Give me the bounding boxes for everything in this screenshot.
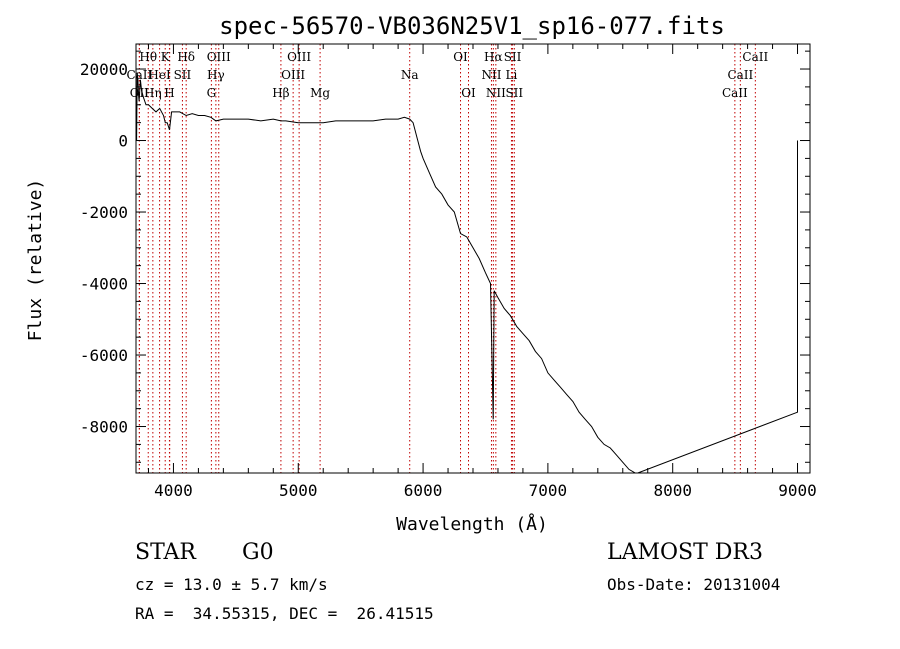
spectral-line-label: G: [207, 86, 217, 100]
spectral-line-label: K: [161, 50, 171, 64]
spectral-line-label: NII: [481, 68, 501, 82]
y-tick-label: -4000: [80, 275, 128, 294]
spectral-line-label: CaII: [742, 50, 768, 64]
y-tick-label: -6000: [80, 346, 128, 365]
spectral-line-label: Hδ: [177, 50, 195, 64]
spectral-line-label: CaII: [727, 68, 753, 82]
spectral-line-label: Li: [506, 68, 518, 82]
x-tick-label: 4000: [154, 481, 193, 500]
y-tick-label: -2000: [80, 203, 128, 222]
object-class: STAR: [135, 540, 196, 565]
spectral-line-label: Na: [401, 68, 419, 82]
spectral-line-label: SII: [505, 86, 523, 100]
y-axis-label: Flux (relative): [25, 179, 46, 342]
spectral-line-label: Mg: [310, 86, 330, 100]
spectral-line-label: H: [164, 86, 174, 100]
x-tick-label: 6000: [404, 481, 443, 500]
ra-dec: RA = 34.55315, DEC = 26.41515: [135, 604, 434, 623]
spectral-line-label: OII: [130, 86, 150, 100]
spectrum-line: [135, 72, 798, 474]
x-axis-ticks: 4000 5000 6000 7000 8000 9000: [147, 44, 817, 500]
x-tick-label: 7000: [529, 481, 568, 500]
observation-date: Obs-Date: 20131004: [607, 575, 781, 594]
spectral-line-label: Hη: [144, 86, 162, 100]
spectral-line-label: CaII: [722, 86, 748, 100]
x-tick-label: 9000: [778, 481, 817, 500]
spectral-line-label: HeI: [148, 68, 171, 82]
object-subclass: G0: [242, 540, 274, 565]
spectral-line-label: NII: [486, 86, 506, 100]
y-tick-label: -8000: [80, 418, 128, 437]
x-tick-label: 8000: [653, 481, 692, 500]
spectral-line-label: Hα: [484, 50, 503, 64]
spectral-line-label: OIII: [207, 50, 231, 64]
spectral-line-label: SII: [174, 68, 192, 82]
spectral-line-label: Hβ: [272, 86, 289, 100]
spectrum-series: [135, 72, 798, 474]
spectral-line-label: OI: [461, 86, 476, 100]
y-tick-label: 20000: [80, 60, 128, 79]
spectral-line-label: CaII: [126, 68, 152, 82]
spectral-line-label: OIII: [281, 68, 305, 82]
x-axis-label: Wavelength (Å): [396, 513, 548, 535]
spectral-line-label: Hγ: [207, 68, 225, 82]
plot-frame: [135, 43, 811, 474]
spectral-line-markers: [138, 44, 756, 473]
survey-label: LAMOST DR3: [607, 540, 763, 565]
y-axis-ticks: 20000 0 -2000 -4000 -6000 -8000: [80, 50, 810, 463]
spectral-line-label: Hθ: [139, 50, 157, 64]
chart-title: spec-56570-VB036N25V1_sp16-077.fits: [219, 12, 725, 40]
spectral-line-label: OIII: [287, 50, 311, 64]
y-tick-label: 0: [118, 132, 128, 151]
x-tick-label: 5000: [279, 481, 318, 500]
spectral-line-label: OI: [453, 50, 468, 64]
spectral-line-label: SII: [504, 50, 522, 64]
redshift-cz: cz = 13.0 ± 5.7 km/s: [135, 575, 328, 594]
